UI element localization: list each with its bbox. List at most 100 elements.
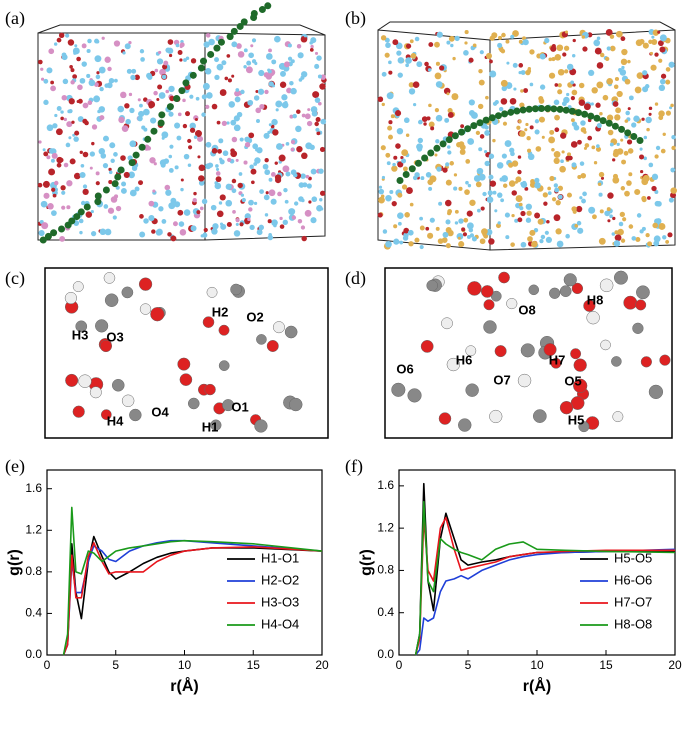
molecule-dot xyxy=(404,212,410,218)
molecule-dot xyxy=(204,68,212,75)
molecule-dot xyxy=(445,243,451,249)
molecule-dot xyxy=(308,200,312,204)
chain-atom xyxy=(200,57,208,65)
molecule-dot xyxy=(246,60,252,66)
molecule-dot xyxy=(51,187,56,192)
molecule-dot xyxy=(193,191,197,196)
molecule-dot xyxy=(435,226,440,231)
molecule-dot xyxy=(616,90,623,98)
atom-label: O1 xyxy=(231,399,248,414)
molecule-dot xyxy=(554,127,560,133)
molecule-dot xyxy=(38,59,43,65)
molecule-dot xyxy=(405,133,410,138)
molecule-dot xyxy=(96,71,100,75)
molecule-dot xyxy=(275,108,279,112)
molecule-dot xyxy=(388,70,393,75)
molecule-dot xyxy=(104,228,112,236)
molecule-dot xyxy=(304,113,311,120)
molecule-dot xyxy=(199,206,204,211)
atom-ball xyxy=(64,291,77,305)
molecule-dot xyxy=(553,214,561,222)
molecule-dot xyxy=(614,234,622,242)
molecule-dot xyxy=(243,64,247,69)
atom-ball xyxy=(489,409,503,424)
atom-label: O6 xyxy=(396,361,413,376)
molecule-dot xyxy=(43,78,49,84)
molecule-dot xyxy=(316,55,322,61)
molecule-dot xyxy=(494,209,498,213)
molecule-dot xyxy=(600,52,605,58)
molecule-dot xyxy=(534,182,541,189)
molecule-dot xyxy=(517,155,522,159)
molecule-dot xyxy=(620,238,626,243)
molecule-dot xyxy=(665,67,671,72)
molecule-dot xyxy=(651,39,658,45)
molecule-dot xyxy=(639,147,643,151)
molecule-dot xyxy=(459,219,463,224)
molecule-dot xyxy=(53,180,59,186)
molecule-dot xyxy=(609,34,615,39)
molecule-dot xyxy=(120,91,127,99)
molecule-dot xyxy=(620,138,624,142)
atom-ball xyxy=(458,418,472,432)
molecule-dot xyxy=(659,46,666,53)
molecule-dot xyxy=(189,127,196,133)
molecule-dot xyxy=(386,92,394,100)
molecule-dot xyxy=(418,119,423,125)
x-tick-label: 20 xyxy=(315,658,329,672)
y-tick-label: 0.4 xyxy=(377,605,394,619)
molecule-dot xyxy=(512,62,518,68)
molecule-dot xyxy=(511,160,519,167)
molecule-dot xyxy=(285,142,290,146)
molecule-dot xyxy=(641,195,647,202)
molecule-dot xyxy=(202,232,208,238)
atom-ball xyxy=(222,399,235,412)
molecule-dot xyxy=(122,51,126,55)
molecule-dot xyxy=(471,112,478,119)
molecule-dot xyxy=(170,235,177,242)
molecule-dot xyxy=(301,235,307,242)
molecule-dot xyxy=(459,149,466,155)
molecule-dot xyxy=(538,98,545,104)
atom-ball xyxy=(89,386,102,399)
molecule-dot xyxy=(581,35,586,39)
molecule-dot xyxy=(231,188,237,194)
molecule-dot xyxy=(381,71,387,77)
chain-atom xyxy=(630,133,638,141)
molecule-dot xyxy=(63,162,69,168)
box-edge xyxy=(489,29,676,251)
molecule-dot xyxy=(390,114,395,119)
molecule-dot xyxy=(466,234,471,239)
molecule-dot xyxy=(296,109,301,114)
molecule-dot xyxy=(138,110,145,118)
molecule-dot xyxy=(270,172,276,177)
molecule-dot xyxy=(305,142,313,150)
molecule-dot xyxy=(665,240,670,244)
molecule-dot xyxy=(99,115,105,121)
molecule-dot xyxy=(228,101,236,108)
molecule-dot xyxy=(258,69,265,77)
molecule-dot xyxy=(80,200,86,206)
molecule-dot xyxy=(177,112,182,117)
molecule-dot xyxy=(633,115,640,122)
molecule-dot xyxy=(279,224,285,229)
molecule-dot xyxy=(189,122,196,130)
molecule-dot xyxy=(113,152,118,157)
molecule-dot xyxy=(183,153,190,160)
molecule-dot xyxy=(225,183,232,190)
molecule-dot xyxy=(643,135,648,140)
molecule-dot xyxy=(264,89,269,95)
molecule-dot xyxy=(157,84,163,90)
molecule-dot xyxy=(529,125,534,130)
molecule-dot xyxy=(148,200,155,207)
molecule-dot xyxy=(447,107,453,114)
molecule-dot xyxy=(233,124,241,132)
atom-ball xyxy=(95,319,109,333)
molecule-dot xyxy=(462,232,468,237)
molecule-dot xyxy=(639,154,645,160)
molecule-dot xyxy=(562,52,567,57)
molecule-dot xyxy=(252,143,259,150)
molecule-dot xyxy=(484,160,490,167)
molecule-dot xyxy=(553,157,560,165)
molecule-dot xyxy=(541,135,545,139)
